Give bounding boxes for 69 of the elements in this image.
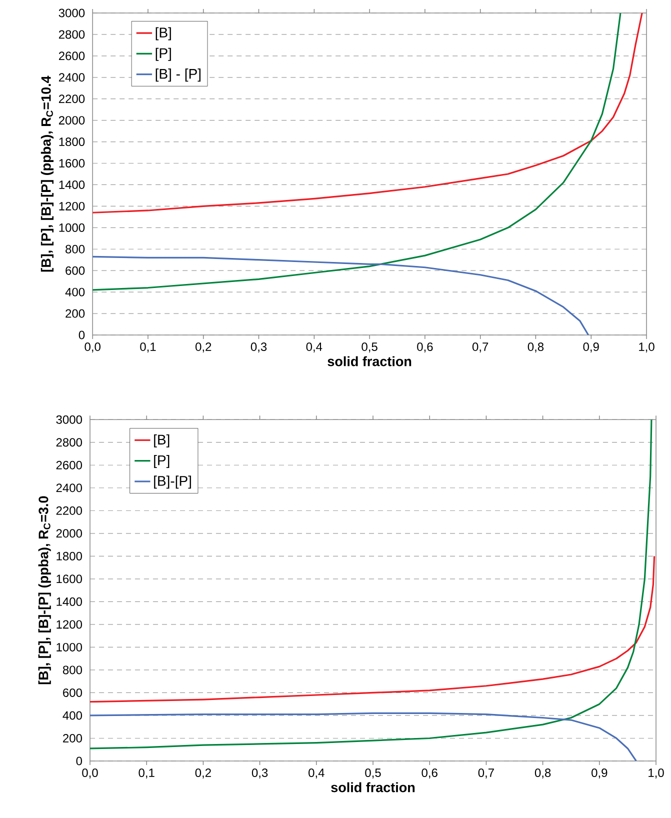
- x-tick-label: 0,7: [478, 768, 494, 778]
- y-tick-label: 600: [66, 266, 85, 275]
- x-tick-label: 0,6: [417, 342, 433, 352]
- x-tick-label: 1,0: [639, 342, 654, 352]
- y-tick-label: 1000: [56, 642, 82, 652]
- x-tick-label: 0,3: [252, 768, 268, 778]
- x-axis-title: solid fraction: [331, 782, 415, 792]
- y-tick-label: 1800: [59, 138, 85, 146]
- y-tick-label: 2000: [58, 116, 85, 125]
- y-tick-label: 800: [62, 666, 82, 674]
- y-tick-label: 3000: [56, 415, 82, 424]
- x-tick-label: 0,0: [84, 342, 100, 352]
- x-tick-label: 0,8: [534, 768, 551, 778]
- y-tick-label: 1400: [59, 180, 85, 189]
- y-tick-label: 200: [63, 734, 82, 742]
- x-tick-label: 0,9: [583, 342, 599, 352]
- x-tick-label: 0,1: [140, 342, 156, 352]
- legend-label: [B]: [154, 434, 170, 448]
- y-tick-label: 1200: [59, 202, 85, 210]
- x-tick-label: 0,6: [422, 768, 438, 778]
- x-tick-label: 0,0: [82, 768, 98, 778]
- line-series: [90, 712, 637, 761]
- y-tick-label: 2200: [58, 94, 85, 104]
- y-tick-label: 2200: [56, 506, 82, 515]
- y-tick-label: 1600: [56, 574, 82, 584]
- y-tick-label: 2600: [56, 460, 82, 470]
- y-axis-title: [B], [P], [B]-[P] (ppba), R$_{C}$=3.0: [38, 496, 51, 684]
- x-tick-label: 0,7: [472, 342, 488, 352]
- y-tick-label: 1400: [56, 597, 82, 606]
- x-tick-label: 0,4: [308, 768, 324, 778]
- y-tick-label: 2000: [56, 529, 82, 538]
- x-tick-label: 0,9: [592, 768, 608, 778]
- y-tick-label: 200: [66, 309, 85, 318]
- y-tick-label: 2600: [58, 52, 85, 60]
- x-tick-label: 0,2: [196, 342, 212, 352]
- x-tick-label: 0,1: [138, 768, 154, 778]
- y-tick-label: 800: [66, 244, 85, 254]
- y-tick-label: 2800: [58, 30, 85, 39]
- y-tick-label: 1600: [59, 159, 85, 168]
- y-axis-title: [B], [P], [B]-[P] (ppba), R$_{C}$=10.4: [40, 76, 54, 272]
- y-tick-label: 2800: [56, 438, 82, 447]
- y-tick-label: 400: [62, 711, 82, 720]
- legend-label: [B]: [156, 27, 171, 40]
- line-series: [90, 555, 656, 703]
- x-tick-label: 0,2: [195, 768, 211, 778]
- y-tick-label: 0: [76, 756, 82, 766]
- y-tick-label: 1200: [56, 620, 82, 629]
- x-tick-label: 0,5: [365, 768, 381, 778]
- legend-label: [B] - [P]: [156, 68, 200, 82]
- y-tick-label: 0: [78, 330, 85, 340]
- line-series: [92, 256, 590, 335]
- y-tick-label: 3000: [58, 8, 85, 18]
- y-tick-label: 400: [65, 288, 85, 296]
- line-series: [90, 420, 652, 750]
- legend-label: [P]: [154, 454, 170, 468]
- y-tick-label: 600: [63, 688, 82, 697]
- y-tick-label: 1800: [56, 552, 82, 560]
- y-tick-label: 1000: [59, 223, 85, 232]
- x-tick-label: 0,3: [250, 342, 267, 352]
- legend-label: [B]-[P]: [154, 476, 191, 489]
- legend-label: [P]: [156, 48, 171, 61]
- x-tick-label: 0,4: [306, 342, 322, 352]
- line-series: [92, 12, 643, 214]
- x-tick-label: 0,8: [528, 342, 544, 352]
- x-tick-label: 0,5: [362, 342, 378, 352]
- y-tick-label: 2400: [56, 484, 82, 492]
- x-tick-label: 1,0: [648, 768, 664, 778]
- y-tick-label: 2400: [58, 73, 85, 82]
- x-axis-title: solid fraction: [328, 356, 412, 366]
